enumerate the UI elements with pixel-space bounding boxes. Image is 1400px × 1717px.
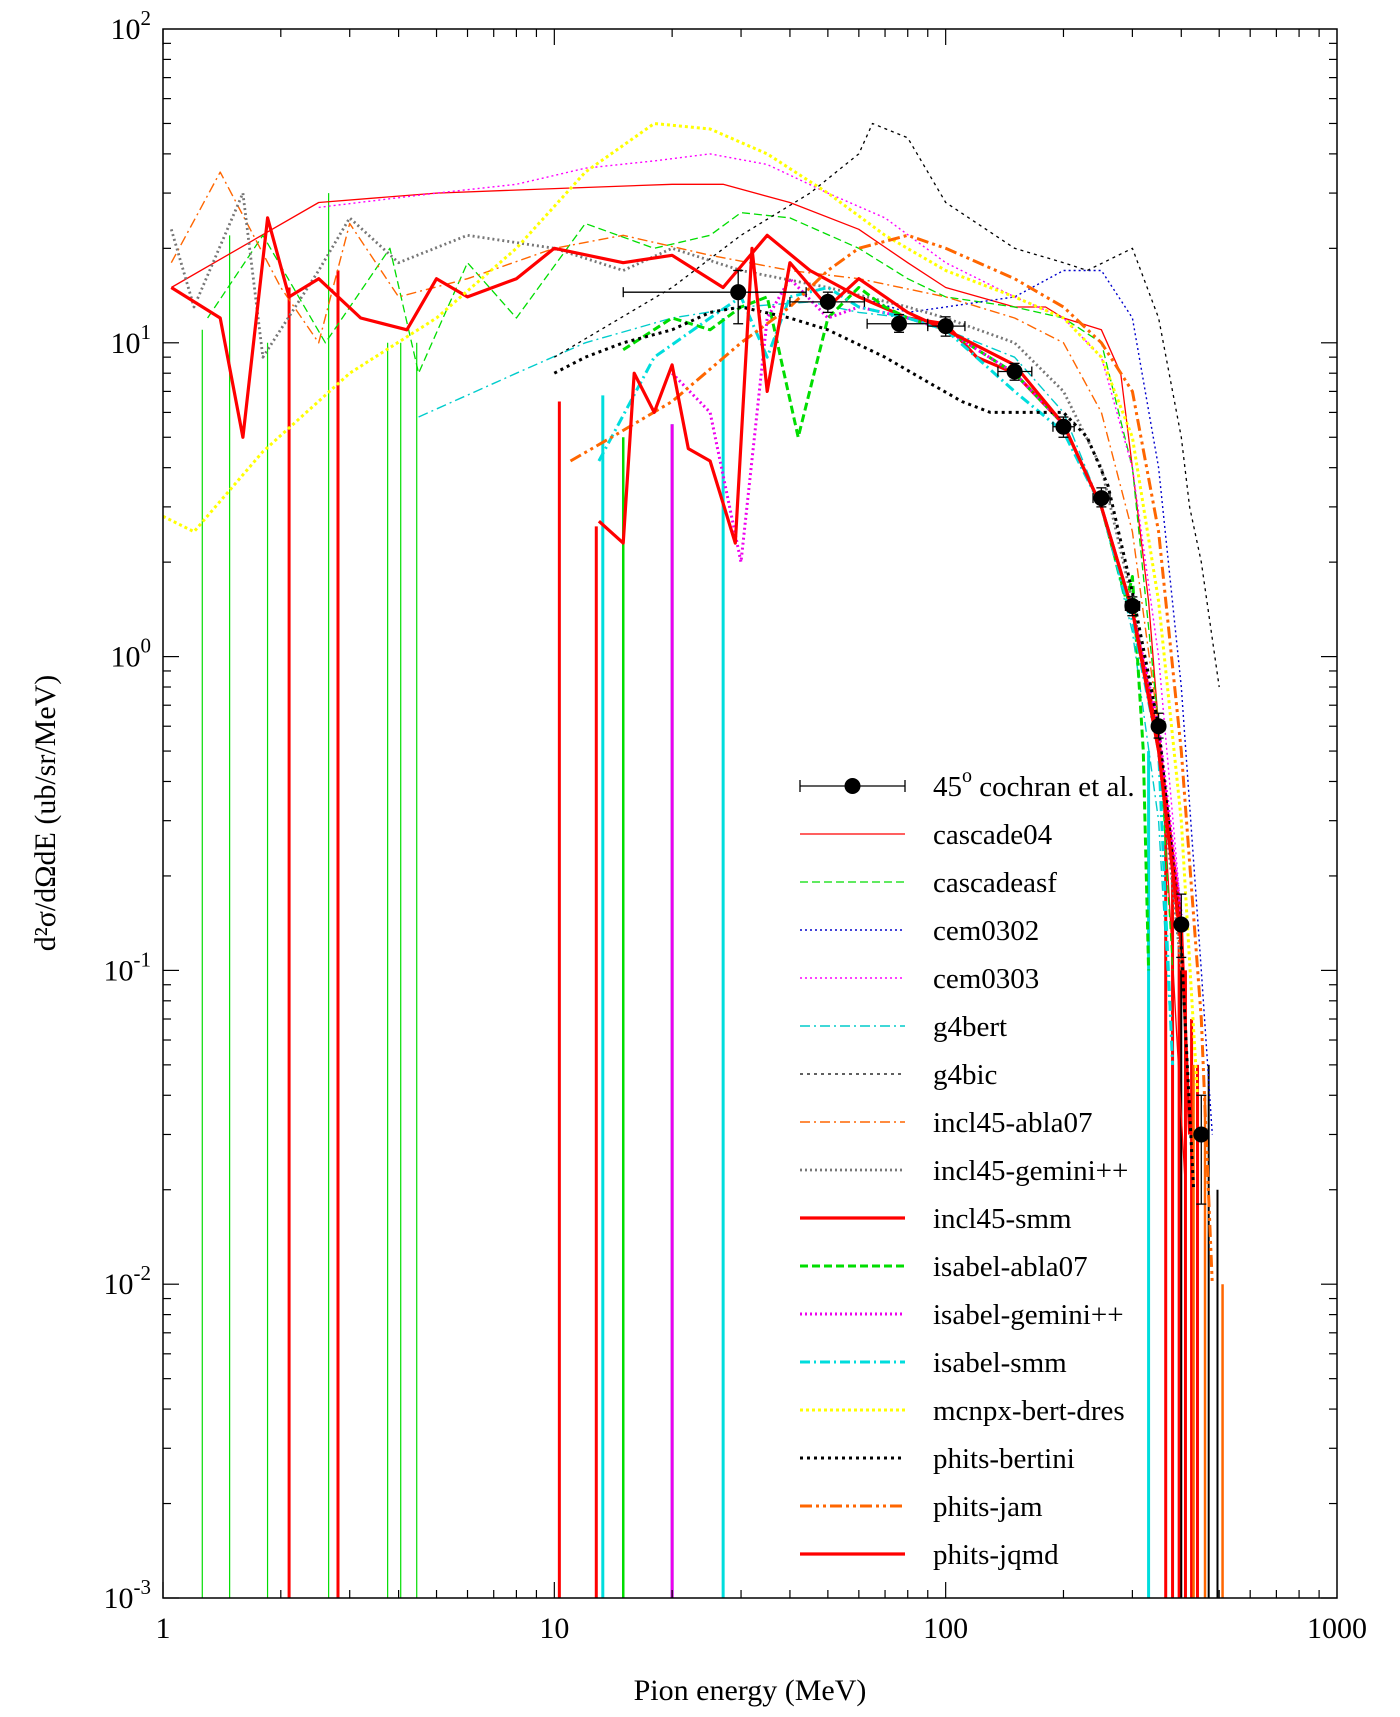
series-line-cascadeasf	[207, 211, 1174, 971]
y-tick-label: 10-2	[104, 1261, 152, 1301]
data-point	[1093, 490, 1110, 507]
data-point	[1055, 418, 1072, 435]
series-line-incl45-abla07	[170, 171, 1182, 971]
series-line-g4bert	[418, 301, 1174, 1065]
legend-label-g4bic: g4bic	[933, 1059, 997, 1091]
data-point	[1150, 718, 1167, 735]
series-line-cem0303	[318, 153, 1182, 916]
x-tick-label: 1	[156, 1612, 171, 1645]
y-tick-label: 102	[111, 6, 152, 46]
data-point	[1006, 363, 1023, 380]
y-tick-label: 10-1	[104, 947, 152, 987]
y-tick-label: 10-3	[104, 1575, 152, 1615]
data-point	[1173, 916, 1190, 933]
x-axis-title: Pion energy (MeV)	[634, 1674, 867, 1707]
legend-label-cascade04: cascade04	[933, 819, 1053, 851]
legend-label-isabel-gemini++: isabel-gemini++	[933, 1299, 1124, 1331]
series-line-cem0302	[858, 269, 1213, 1135]
data-point	[937, 318, 954, 335]
data-point	[730, 284, 747, 301]
series-line-g4bic	[553, 122, 1220, 688]
experiment-layer	[622, 269, 1210, 1205]
legend-label-incl45-smm: incl45-smm	[933, 1203, 1072, 1235]
legend-label-experiment: 45o cochran et al.	[933, 765, 1135, 803]
legend-label-isabel-smm: isabel-smm	[933, 1347, 1067, 1379]
legend-label-cem0303: cem0303	[933, 963, 1039, 995]
series-line-phits-jqmd	[597, 246, 1183, 946]
legend: 45o cochran et al. cascade04 cascadeasf cem…	[799, 765, 1135, 1571]
legend-label-phits-jam: phits-jam	[933, 1491, 1043, 1523]
legend-label-cascadeasf: cascadeasf	[933, 867, 1057, 899]
plot-frame	[162, 28, 1338, 1599]
ticks-layer: 1 10 100 1000 10-3 10-2 10-1 100 101 102	[104, 6, 1368, 1645]
legend-swatch-marker	[844, 778, 861, 794]
y-tick-label: 100	[111, 634, 152, 674]
legend-label-isabel-abla07: isabel-abla07	[933, 1251, 1088, 1283]
legend-label-cem0302: cem0302	[933, 915, 1039, 947]
x-tick-label: 100	[923, 1612, 968, 1645]
data-point	[891, 315, 908, 332]
x-tick-label: 10	[539, 1612, 569, 1645]
legend-label-mcnpx-bert-dres: mcnpx-bert-dres	[933, 1395, 1125, 1427]
legend-label-incl45-gemini++: incl45-gemini++	[933, 1155, 1128, 1187]
y-axis-title: d²σ/dΩdE (ub/sr/MeV)	[29, 675, 62, 952]
x-tick-label: 1000	[1307, 1612, 1367, 1645]
spikes-layer	[201, 193, 1224, 1598]
legend-label-g4bert: g4bert	[933, 1011, 1007, 1043]
series-line-incl45-gemini++	[169, 191, 1183, 971]
legend-label-phits-bertini: phits-bertini	[933, 1443, 1075, 1475]
data-point	[1124, 597, 1141, 614]
series-line-mcnpx-bert-dres	[163, 122, 1199, 1096]
series-layer	[163, 122, 1220, 1285]
series-line-isabel-smm	[597, 286, 1175, 1065]
y-tick-label: 101	[111, 320, 152, 360]
data-point	[1193, 1126, 1210, 1143]
series-line-phits-jam	[569, 233, 1214, 1285]
legend-label-phits-jqmd: phits-jqmd	[933, 1539, 1059, 1571]
series-line-phits-bertini	[553, 305, 1196, 1190]
legend-label-incl45-abla07: incl45-abla07	[933, 1107, 1092, 1139]
data-point	[819, 293, 836, 310]
